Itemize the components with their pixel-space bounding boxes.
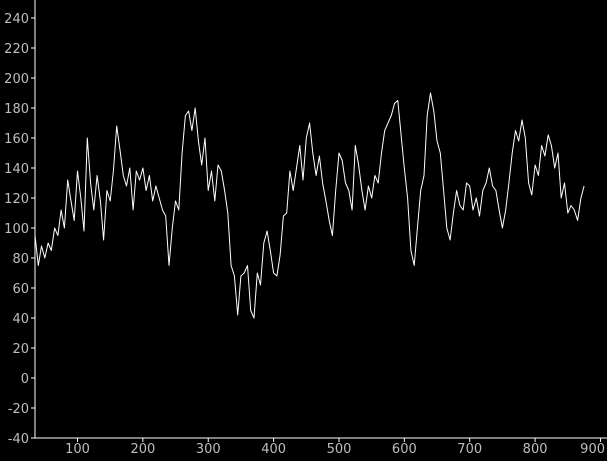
- y-tick-label: 40: [12, 312, 29, 327]
- x-axis-ticks: 100 200 300 400 500 600 700 800 900: [65, 438, 605, 457]
- y-tick-label: 220: [4, 42, 29, 57]
- x-tick-label: 200: [130, 442, 155, 457]
- series-group: [34, 92, 585, 319]
- y-tick-label: 20: [12, 342, 29, 357]
- y-tick-label: 120: [4, 192, 29, 207]
- y-tick-label: 140: [4, 162, 29, 177]
- y-tick-label: 100: [4, 222, 29, 237]
- x-tick-label: 900: [580, 442, 605, 457]
- x-tick-label: 800: [523, 442, 548, 457]
- y-tick-label: 0: [21, 372, 29, 387]
- series-line-0: [34, 92, 585, 319]
- x-tick-label: 400: [261, 442, 286, 457]
- y-tick-label: -40: [8, 432, 29, 447]
- y-tick-label: 240: [4, 12, 29, 27]
- x-tick-label: 100: [65, 442, 90, 457]
- y-tick-label: 60: [12, 282, 29, 297]
- y-axis-ticks: -40 -20 0 20 40 60 80 100 120 140 160 180 200 220 240: [4, 12, 35, 447]
- x-tick-label: 600: [392, 442, 417, 457]
- y-tick-label: 80: [12, 252, 29, 267]
- x-tick-label: 300: [196, 442, 221, 457]
- x-tick-label: 700: [457, 442, 482, 457]
- y-tick-label: 200: [4, 72, 29, 87]
- y-tick-label: 180: [4, 102, 29, 117]
- y-tick-label: -20: [8, 402, 29, 417]
- y-tick-label: 160: [4, 132, 29, 147]
- x-tick-label: 500: [327, 442, 352, 457]
